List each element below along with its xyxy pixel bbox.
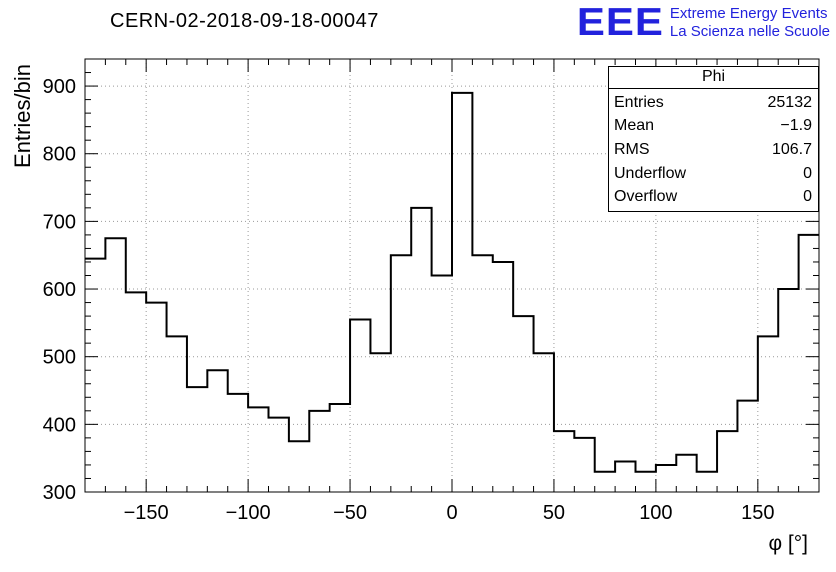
stats-label: Overflow xyxy=(614,188,678,206)
stats-row-rms: RMS 106.7 xyxy=(609,139,818,161)
y-tick-label: 600 xyxy=(43,279,76,301)
stats-value: 0 xyxy=(803,188,812,206)
eee-logo-text: Extreme Energy Events La Scienza nelle S… xyxy=(670,2,830,41)
y-tick-label: 300 xyxy=(43,482,76,504)
stats-box-title: Phi xyxy=(609,67,818,89)
y-tick-label: 800 xyxy=(43,144,76,166)
eee-logo-line1: Extreme Energy Events xyxy=(669,5,828,22)
y-tick-label: 400 xyxy=(43,414,76,436)
plot-title: CERN-02-2018-09-18-00047 xyxy=(110,10,379,32)
x-tick-label: −150 xyxy=(124,502,169,524)
eee-logo-line2: La Scienza nelle Scuole xyxy=(669,23,830,40)
y-tick-label: 500 xyxy=(43,347,76,369)
x-tick-label: 100 xyxy=(639,502,672,524)
stats-row-mean: Mean −1.9 xyxy=(609,115,818,137)
stats-row-entries: Entries 25132 xyxy=(609,92,818,114)
x-tick-label: 50 xyxy=(543,502,565,524)
histogram-step-line xyxy=(85,91,819,473)
stats-label: Entries xyxy=(614,93,664,111)
stats-value: −1.9 xyxy=(780,117,812,135)
stats-label: RMS xyxy=(614,140,650,158)
stats-row-overflow: Overflow 0 xyxy=(609,186,818,208)
stats-box-rows: Entries 25132 Mean −1.9 RMS 106.7 Underf… xyxy=(609,89,818,211)
stats-label: Mean xyxy=(614,117,655,135)
stats-row-underflow: Underflow 0 xyxy=(609,163,818,185)
stats-value: 106.7 xyxy=(771,140,812,158)
stats-label: Underflow xyxy=(614,164,687,182)
y-axis-title: Entries/bin xyxy=(10,64,35,168)
stats-value: 0 xyxy=(803,164,812,182)
stats-value: 25132 xyxy=(767,93,813,111)
x-tick-label: −100 xyxy=(226,502,271,524)
x-tick-label: 0 xyxy=(446,502,457,524)
stats-box: Phi Entries 25132 Mean −1.9 RMS 106.7 Un… xyxy=(608,66,819,212)
y-tick-label: 700 xyxy=(43,211,76,233)
y-tick-label: 900 xyxy=(43,76,76,98)
eee-logo: EEE Extreme Energy Events La Scienza nel… xyxy=(577,2,830,42)
x-tick-label: −50 xyxy=(333,502,367,524)
x-tick-label: 150 xyxy=(741,502,774,524)
x-axis-title: φ [°] xyxy=(768,532,808,555)
eee-logo-letters: EEE xyxy=(576,0,664,44)
